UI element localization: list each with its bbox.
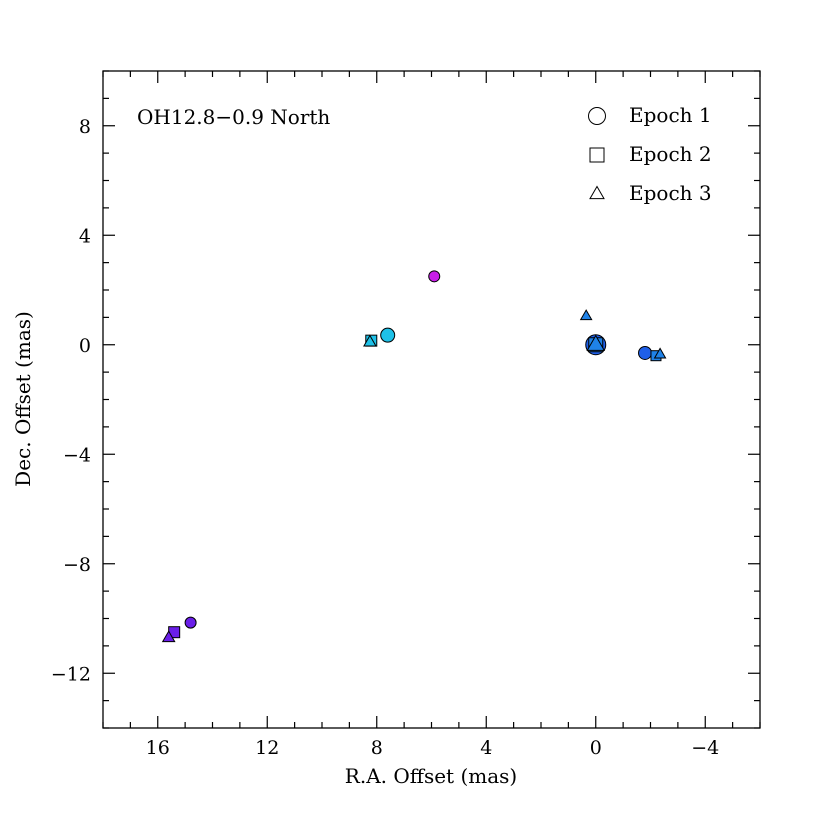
- triangle-point-epoch-3: [161, 630, 176, 643]
- circle-point-epoch-1: [184, 616, 197, 629]
- triangle-point-epoch-3: [586, 334, 606, 351]
- legend: Epoch 1 Epoch 2 Epoch 3: [588, 103, 712, 205]
- axis-ticks: [102, 70, 761, 729]
- x-tick-label: 16: [146, 737, 170, 759]
- legend-square-marker: [589, 147, 605, 163]
- legend-label: Epoch 1: [629, 103, 712, 127]
- x-tick-label: 0: [590, 737, 602, 759]
- triangle-point-epoch-3: [579, 309, 593, 321]
- legend-circle-marker: [588, 107, 606, 125]
- x-tick-label: 12: [255, 737, 279, 759]
- y-tick-label: −8: [63, 554, 91, 576]
- y-tick-label: 4: [79, 225, 91, 247]
- x-tick-label: −4: [691, 737, 719, 759]
- circle-point-epoch-1: [428, 270, 441, 283]
- triangle-point-epoch-3: [653, 347, 667, 359]
- axis-tick-labels: 16 12 8 4 0 −4 8 4 0 −4 −8 −12: [51, 116, 719, 759]
- chart-title: OH12.8−0.9 North: [137, 105, 330, 129]
- y-tick-label: 0: [79, 335, 91, 357]
- y-tick-label: −12: [51, 663, 91, 685]
- circle-point-epoch-1: [380, 327, 396, 343]
- y-tick-label: 8: [79, 116, 91, 138]
- triangle-point-epoch-3: [363, 334, 377, 347]
- legend-label: Epoch 3: [629, 181, 712, 205]
- plot-frame: [102, 70, 761, 729]
- x-tick-label: 8: [371, 737, 383, 759]
- legend-triangle-marker: [589, 185, 605, 200]
- x-tick-label: 4: [480, 737, 492, 759]
- y-axis-label: Dec. Offset (mas): [11, 311, 35, 487]
- x-axis-label: R.A. Offset (mas): [345, 764, 517, 788]
- y-tick-label: −4: [63, 444, 91, 466]
- data-points: [161, 270, 667, 643]
- circle-point-epoch-1: [638, 345, 653, 360]
- legend-label: Epoch 2: [629, 142, 712, 166]
